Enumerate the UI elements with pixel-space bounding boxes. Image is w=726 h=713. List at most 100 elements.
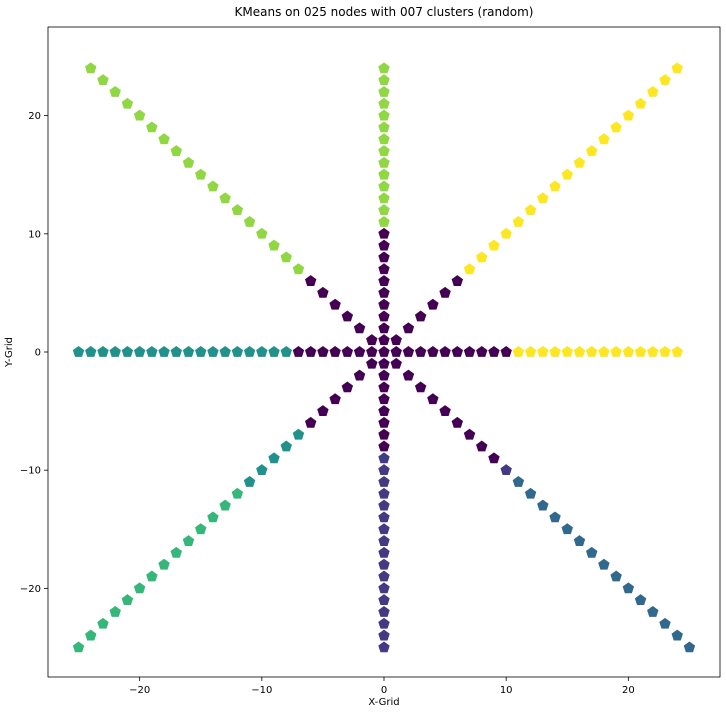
data-point (109, 86, 121, 97)
data-point (647, 606, 659, 617)
data-point (476, 346, 488, 357)
data-point (158, 558, 170, 570)
data-point (634, 346, 647, 357)
data-point (353, 322, 366, 334)
data-point (647, 346, 659, 357)
data-point (488, 452, 500, 464)
data-point (671, 629, 683, 641)
data-point (524, 204, 537, 216)
data-point (451, 346, 464, 357)
data-point (378, 204, 390, 216)
data-point (427, 393, 439, 405)
data-point (85, 62, 97, 74)
data-point (476, 251, 488, 263)
data-point (414, 310, 427, 322)
data-point (390, 346, 402, 357)
data-point (97, 617, 109, 629)
y-axis-ticks: −20 −10 0 10 20 (20, 111, 48, 595)
data-point (378, 546, 390, 558)
data-point (451, 275, 464, 286)
data-point (341, 310, 354, 322)
data-point (378, 558, 390, 570)
data-point (378, 86, 390, 97)
data-point (500, 464, 512, 476)
data-point (146, 570, 158, 582)
data-point (280, 251, 292, 263)
data-point (133, 346, 146, 357)
data-point (121, 346, 134, 357)
data-point (378, 145, 390, 156)
data-point (439, 286, 451, 298)
data-point (537, 192, 549, 204)
data-point (463, 428, 476, 440)
data-point (378, 464, 390, 476)
data-point (500, 346, 512, 357)
data-point (97, 346, 109, 357)
data-point (378, 156, 390, 168)
data-point (671, 346, 683, 357)
data-point (378, 286, 390, 298)
data-point (659, 74, 671, 86)
data-point (378, 275, 390, 286)
data-point (378, 641, 390, 653)
data-point (158, 346, 170, 357)
data-point (573, 156, 586, 168)
data-point (610, 570, 622, 582)
data-point (561, 346, 573, 357)
data-point (170, 346, 182, 357)
data-point (378, 487, 390, 499)
data-point (561, 523, 573, 535)
chart-title: KMeans on 025 nodes with 007 clusters (r… (235, 5, 534, 19)
data-point (512, 476, 525, 487)
y-tick-label: 10 (28, 229, 41, 240)
data-point (524, 346, 537, 357)
data-point (268, 346, 280, 357)
data-point (427, 298, 439, 310)
data-point (414, 346, 427, 357)
data-point (72, 346, 85, 357)
y-tick-label: −20 (20, 584, 41, 595)
data-point (622, 582, 635, 594)
data-point (378, 440, 390, 452)
data-point (378, 346, 390, 357)
data-point (512, 216, 525, 227)
x-tick-label: 0 (381, 685, 387, 696)
data-point (317, 346, 329, 357)
data-point (463, 263, 476, 275)
data-point (292, 428, 305, 440)
data-point (378, 629, 390, 641)
data-point (182, 535, 195, 546)
data-point (378, 393, 390, 405)
data-point (488, 346, 500, 357)
data-point (378, 298, 390, 310)
data-point (463, 346, 476, 357)
data-point (378, 192, 390, 204)
data-point (476, 440, 488, 452)
data-point (231, 346, 244, 357)
data-point (133, 109, 146, 121)
data-point (647, 86, 659, 97)
data-point (366, 334, 378, 346)
data-point (378, 381, 390, 393)
data-point (85, 629, 97, 641)
data-point (610, 346, 622, 357)
data-point (598, 558, 610, 570)
data-point (72, 641, 85, 653)
data-point (378, 523, 390, 535)
data-point (378, 594, 390, 606)
data-point (622, 109, 635, 121)
data-point (207, 346, 219, 357)
data-point (280, 440, 292, 452)
data-point (488, 239, 500, 251)
data-point (268, 452, 280, 464)
y-axis-label: Y-Grid (4, 337, 15, 368)
data-point (378, 239, 390, 251)
data-point (378, 74, 390, 86)
x-tick-label: −10 (251, 685, 272, 696)
data-point (378, 310, 390, 322)
data-point (329, 298, 341, 310)
data-point (537, 499, 549, 511)
x-tick-label: 10 (500, 685, 513, 696)
data-point (573, 535, 586, 546)
data-point (304, 346, 317, 357)
